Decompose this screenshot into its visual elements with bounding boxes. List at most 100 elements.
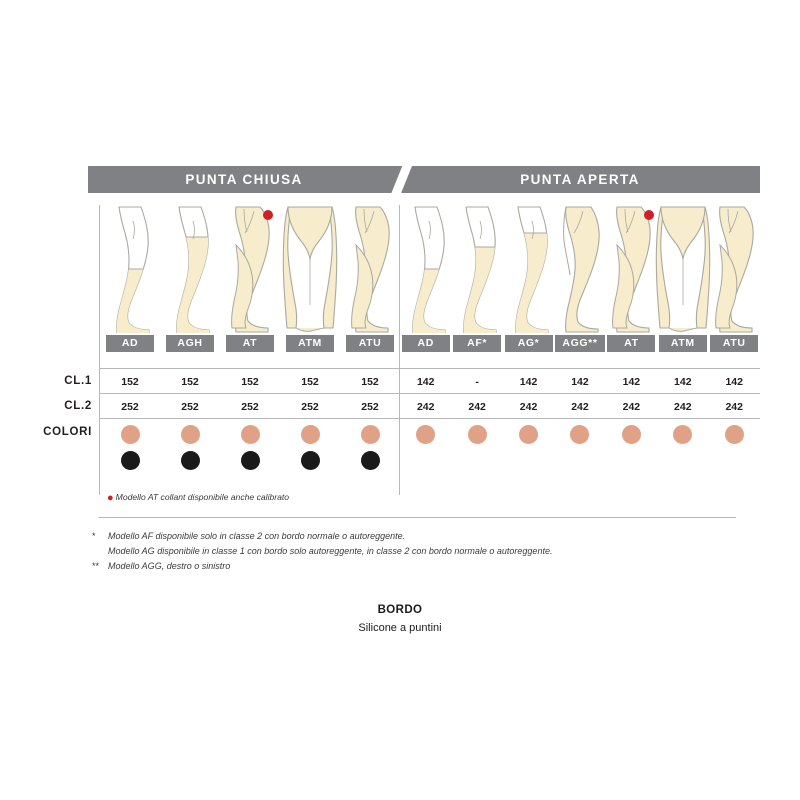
footnote-marker: ** <box>92 561 100 571</box>
leg-illustration-atm <box>655 205 711 333</box>
cl1-value: 152 <box>181 376 199 388</box>
leg-illustration-ad <box>100 205 160 333</box>
color-swatch-dot <box>673 425 693 444</box>
color-swatch-dot <box>360 451 380 470</box>
color-swatch-dot <box>180 451 200 470</box>
model-tag-cell: ATU <box>709 335 760 352</box>
cl2-value: 252 <box>241 401 259 413</box>
leg-illustrations-left <box>100 205 400 333</box>
bordo-subtitle: Silicone a puntini <box>358 622 442 634</box>
color-swatch-dot <box>180 425 200 444</box>
cl1-value: 152 <box>241 376 259 388</box>
note-at-text: Modello AT collant disponibile anche cal… <box>115 492 290 502</box>
model-tag-cell: ATM <box>657 335 708 352</box>
model-tag: AD <box>106 335 154 352</box>
model-tag-cell: AGH <box>160 335 220 352</box>
cl1-value: 142 <box>725 376 743 388</box>
rule-above-colori <box>99 418 760 419</box>
vertical-divider-center <box>399 205 400 495</box>
model-tag-cell: AG* <box>503 335 554 352</box>
leg-illustration-atu <box>709 205 760 333</box>
color-swatch-dot <box>240 425 260 444</box>
header-title-left: PUNTA CHIUSA <box>185 172 303 187</box>
cl2-values-right: 242 242 242 242 242 242 242 <box>400 399 760 415</box>
model-tag-cell: AT <box>606 335 657 352</box>
cl2-value: 242 <box>622 401 641 413</box>
model-tag-cell: ATM <box>280 335 340 352</box>
footnote-line: Modello AG disponibile in classe 1 con b… <box>92 544 552 559</box>
model-tag: AD <box>401 335 450 352</box>
cl2-value: 252 <box>181 401 199 413</box>
vertical-divider-labels <box>99 205 100 495</box>
color-swatch-dot <box>360 425 380 444</box>
row-label-cl1: CL.1 <box>64 375 92 387</box>
model-tag: AGG** <box>555 335 605 352</box>
leg-illustration-atu <box>340 205 400 333</box>
color-swatch-dot <box>300 425 320 444</box>
red-bullet-icon: ● <box>107 492 114 504</box>
cl2-value: 242 <box>725 401 743 413</box>
color-swatch-dot <box>120 451 140 470</box>
cl1-value: 152 <box>121 376 139 388</box>
leg-illustration-aggstarstar <box>554 205 605 333</box>
cl1-value: 142 <box>571 376 589 388</box>
model-tags-right: AD AF* AG* AGG** AT ATM ATU <box>400 335 760 352</box>
model-tag: ATU <box>710 335 759 352</box>
cl2-value: 252 <box>121 401 139 413</box>
color-swatch-dot <box>570 425 590 444</box>
model-tag-cell: ATU <box>340 335 400 352</box>
model-tag: AF* <box>453 335 502 352</box>
cl1-value: 142 <box>674 376 692 388</box>
model-tag: ATM <box>286 335 334 352</box>
color-cell <box>400 420 451 480</box>
leg-illustration-at <box>220 205 280 333</box>
footnote-text: Modello AGG, destro o sinistro <box>108 561 231 571</box>
model-tag: ATM <box>658 335 707 352</box>
model-tag-cell: AD <box>100 335 160 352</box>
model-tag: AT <box>607 335 656 352</box>
rule-below-table <box>99 517 736 518</box>
model-tag: AT <box>226 335 274 352</box>
model-tag-cell: AF* <box>451 335 502 352</box>
model-tag-cell: AGG** <box>554 335 605 352</box>
footnote-text: Modello AG disponibile in classe 1 con b… <box>108 546 553 556</box>
header-band-punta-aperta: PUNTA APERTA <box>400 166 760 193</box>
bordo-title: BORDO <box>377 604 423 616</box>
cl2-value: 242 <box>468 401 486 413</box>
footnotes-block: * Modello AF disponibile solo in classe 2… <box>92 529 552 574</box>
footnote-line: * Modello AF disponibile solo in classe 2… <box>92 529 552 544</box>
color-cell <box>554 420 605 480</box>
color-swatch-dot <box>240 451 260 470</box>
color-swatch-dot <box>300 451 320 470</box>
note-at-calibrato: ● Modello AT collant disponibile anche ca… <box>107 492 290 504</box>
model-tags-left: AD AGH AT ATM ATU <box>100 335 400 352</box>
model-tag: AG* <box>504 335 553 352</box>
colori-swatches-left <box>100 420 400 480</box>
color-swatch-dot <box>416 425 436 444</box>
header-band-punta-chiusa: PUNTA CHIUSA <box>88 166 400 193</box>
cl1-values-left: 152 152 152 152 152 <box>100 374 400 390</box>
color-cell <box>160 420 220 480</box>
cl2-value: 242 <box>674 401 692 413</box>
cl2-value: 242 <box>571 401 589 413</box>
cl1-value: - <box>475 376 479 388</box>
cl2-values-left: 252 252 252 252 252 <box>100 399 400 415</box>
leg-illustration-agh <box>160 205 220 333</box>
color-cell <box>709 420 760 480</box>
model-tag-cell: AD <box>400 335 451 352</box>
leg-illustration-agstar <box>503 205 554 333</box>
leg-illustration-at <box>606 205 657 333</box>
rule-between-cl1-cl2 <box>99 393 760 394</box>
color-cell <box>606 420 657 480</box>
row-label-cl2: CL.2 <box>64 400 92 412</box>
color-cell <box>657 420 708 480</box>
cl1-value: 142 <box>622 376 641 388</box>
leg-illustrations-right <box>400 205 760 333</box>
leg-illustration-atm <box>280 205 340 333</box>
color-swatch-dot <box>467 425 487 444</box>
color-cell <box>220 420 280 480</box>
leg-illustration-afstar <box>451 205 502 333</box>
color-swatch-dot <box>519 425 539 444</box>
cl1-value: 142 <box>416 376 435 388</box>
